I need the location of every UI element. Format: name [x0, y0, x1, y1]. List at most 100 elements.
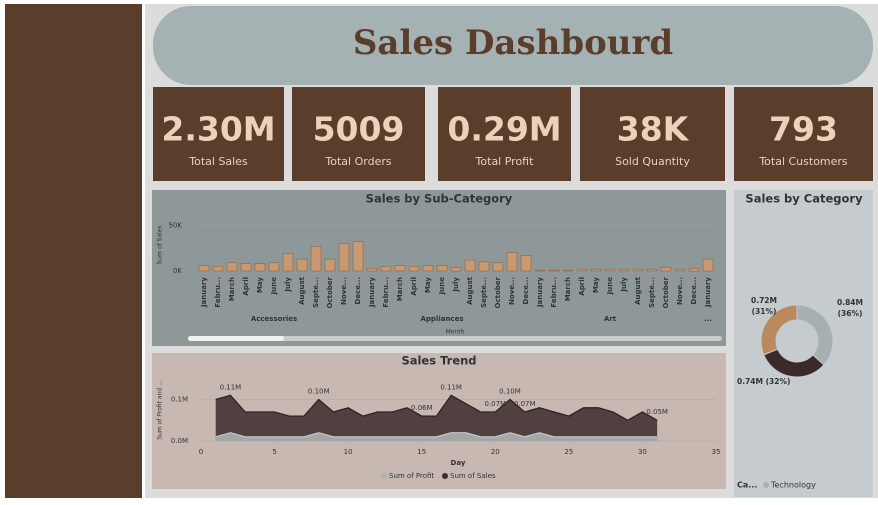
- bar: [506, 252, 518, 272]
- x-tick-label: Nove...: [676, 277, 684, 305]
- group-label: ...: [704, 315, 712, 323]
- x-tick-label: March: [564, 277, 572, 301]
- dashboard-title: Sales Dashbourd: [353, 23, 673, 63]
- bar: [520, 255, 532, 272]
- x-tick-label: 25: [564, 448, 573, 456]
- kpi-label: Total Customers: [758, 155, 848, 168]
- bar: [450, 267, 462, 272]
- x-axis-title: Day: [451, 459, 466, 467]
- bar: [408, 266, 420, 272]
- data-label: 0.11M: [220, 383, 242, 391]
- bar: [366, 267, 378, 272]
- x-tick-label: 35: [712, 448, 721, 456]
- bar: [646, 268, 658, 272]
- bar: [352, 241, 364, 272]
- bar: [282, 253, 294, 272]
- kpi-value: 0.29M: [447, 110, 561, 149]
- group-label: Art: [604, 315, 617, 323]
- bar: [688, 267, 700, 272]
- x-tick-label: April: [578, 277, 586, 296]
- x-tick-label: 30: [638, 448, 647, 456]
- x-tick-label: May: [424, 277, 432, 293]
- x-tick-label: April: [410, 277, 418, 296]
- legend-swatch: [763, 482, 769, 488]
- x-tick-label: Febru...: [550, 277, 558, 308]
- x-tick-label: March: [228, 277, 236, 301]
- x-tick-label: June: [270, 277, 278, 296]
- panel-title: Sales by Sub-Category: [366, 192, 513, 206]
- x-tick-label: 10: [344, 448, 353, 456]
- scrollbar[interactable]: [188, 336, 722, 341]
- x-tick-label: August: [298, 276, 306, 305]
- legend-label: Sum of Profit: [389, 472, 434, 480]
- data-label: 0.06M: [411, 404, 433, 412]
- x-tick-label: Febru...: [382, 277, 390, 308]
- data-label: 0.05M: [646, 408, 668, 416]
- bar: [618, 268, 630, 272]
- legend-title: Ca...: [737, 481, 757, 490]
- x-tick-label: Nove...: [340, 277, 348, 305]
- area-line: [215, 432, 658, 438]
- x-tick-label: January: [200, 277, 208, 308]
- bar: [464, 259, 476, 272]
- x-tick-label: August: [466, 276, 474, 305]
- kpi-label: Total Profit: [475, 155, 535, 168]
- kpi-value: 38K: [617, 110, 690, 149]
- bar: [394, 265, 406, 272]
- bar: [604, 268, 616, 272]
- data-label: 0.10M: [308, 387, 330, 395]
- x-tick-label: Septe...: [480, 277, 488, 308]
- data-label: 0.10M: [499, 387, 521, 395]
- x-tick-label: July: [620, 277, 628, 293]
- kpi-card: [734, 87, 873, 181]
- panel-title: Sales Trend: [401, 354, 476, 368]
- category-panel: [734, 190, 873, 497]
- bar: [338, 243, 350, 272]
- bar: [268, 262, 280, 272]
- y-axis-title: Sum of Sales: [157, 225, 164, 264]
- bar: [534, 269, 546, 272]
- kpi-card: [580, 87, 725, 181]
- x-tick-label: Febru...: [214, 277, 222, 308]
- bar: [212, 266, 224, 272]
- bar: [702, 258, 714, 272]
- bar: [226, 262, 238, 272]
- x-tick-label: May: [592, 277, 600, 293]
- x-tick-label: January: [368, 277, 376, 308]
- data-label: 0.07M: [514, 400, 536, 408]
- x-tick-label: 0: [199, 448, 203, 456]
- bar: [590, 268, 602, 272]
- scroll-thumb[interactable]: [188, 336, 284, 341]
- bar: [674, 268, 686, 272]
- kpi-card: [153, 87, 284, 181]
- x-tick-label: October: [494, 276, 502, 308]
- x-tick-label: Dece...: [690, 277, 698, 304]
- data-label: 0.07M: [484, 400, 506, 408]
- legend-label: Technology: [770, 481, 816, 490]
- x-tick-label: Septe...: [312, 277, 320, 308]
- x-tick-label: Septe...: [648, 277, 656, 308]
- x-tick-label: January: [536, 277, 544, 308]
- area-line: [215, 394, 658, 421]
- legend-swatch: [381, 473, 387, 479]
- kpi-value: 5009: [313, 110, 405, 149]
- kpi-label: Total Sales: [188, 155, 248, 168]
- panel-title: Sales by Category: [745, 192, 863, 206]
- bar: [492, 262, 504, 272]
- bar: [240, 263, 252, 272]
- x-tick-label: October: [326, 276, 334, 308]
- bar: [478, 261, 490, 272]
- x-tick-label: Dece...: [354, 277, 362, 304]
- data-label: 0.72M (31%): [749, 296, 777, 316]
- group-label: Accessories: [251, 315, 297, 323]
- x-tick-label: May: [256, 277, 264, 293]
- kpi-value: 2.30M: [161, 110, 275, 149]
- sidebar: [5, 4, 142, 498]
- data-label: 0.84M (36%): [835, 298, 863, 318]
- x-tick-label: January: [704, 277, 712, 308]
- bar: [436, 265, 448, 272]
- data-label: 0.74M (32%): [737, 377, 790, 386]
- legend-label: Sum of Sales: [450, 472, 496, 480]
- bar: [254, 263, 266, 272]
